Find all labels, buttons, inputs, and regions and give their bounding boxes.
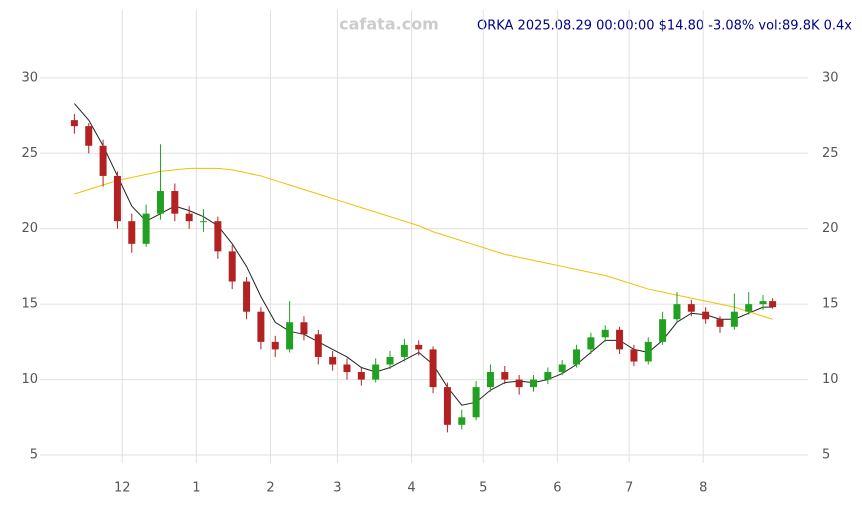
candle-body xyxy=(314,334,322,357)
candle-body xyxy=(730,311,738,327)
candle-body xyxy=(644,341,652,362)
candle-body xyxy=(99,145,107,176)
candle-body xyxy=(228,251,236,282)
candle-body xyxy=(673,304,681,320)
candle-body xyxy=(745,304,753,312)
moving-average-line xyxy=(74,103,773,406)
candle-body xyxy=(142,213,150,244)
candle-body xyxy=(458,417,466,425)
candle-body xyxy=(128,221,136,244)
candle-body xyxy=(769,301,777,308)
y-tick-label-right: 5 xyxy=(822,448,830,463)
candle-body xyxy=(415,344,423,350)
candle-body xyxy=(716,319,724,327)
y-tick-label: 30 xyxy=(21,70,38,85)
candle-body xyxy=(544,372,552,380)
x-tick-label: 1 xyxy=(192,481,200,496)
candle-body xyxy=(529,379,537,388)
candle-body xyxy=(702,311,710,320)
y-tick-label: 10 xyxy=(21,372,38,387)
y-tick-label-right: 30 xyxy=(822,70,839,85)
candle-body xyxy=(687,304,695,312)
candle-body xyxy=(601,329,609,338)
x-tick-label: 3 xyxy=(333,481,341,496)
candle-body xyxy=(659,319,667,342)
candle-body xyxy=(429,349,437,388)
candle-body xyxy=(472,387,480,418)
candle-body xyxy=(214,221,222,252)
candle-body xyxy=(630,349,638,362)
x-tick-label: 8 xyxy=(699,481,707,496)
candle-body xyxy=(443,387,451,425)
candle-body xyxy=(372,364,380,380)
candle-body xyxy=(329,356,337,365)
y-tick-label-right: 10 xyxy=(822,372,839,387)
y-tick-label: 15 xyxy=(21,297,38,312)
candle-body xyxy=(200,221,208,223)
candle-body xyxy=(759,301,767,305)
x-tick-label: 12 xyxy=(114,481,131,496)
candle-body xyxy=(113,175,121,222)
candle-body xyxy=(185,213,193,222)
x-tick-label: 6 xyxy=(553,481,561,496)
chart-title: ORKA 2025.08.29 00:00:00 $14.80 -3.08% v… xyxy=(477,19,852,34)
x-tick-label: 4 xyxy=(407,481,415,496)
candle-body xyxy=(85,126,93,146)
candle-body xyxy=(587,337,595,350)
candle-body xyxy=(70,120,78,127)
moving-average-line xyxy=(74,167,773,320)
candle-body xyxy=(400,344,408,357)
candle-body xyxy=(257,311,265,342)
candle-body xyxy=(558,364,566,373)
watermark: cafata.com xyxy=(339,15,439,34)
y-tick-label-right: 20 xyxy=(822,221,839,236)
candle-body xyxy=(300,322,308,335)
y-tick-label: 25 xyxy=(21,146,38,161)
candle-body xyxy=(343,364,351,373)
x-tick-label: 7 xyxy=(625,481,633,496)
candle-body xyxy=(501,372,509,380)
candle-body xyxy=(357,372,365,380)
candle-body xyxy=(243,281,251,312)
candle-body xyxy=(271,341,279,350)
x-tick-label: 5 xyxy=(479,481,487,496)
candle-body xyxy=(286,322,294,350)
x-tick-label: 2 xyxy=(266,481,274,496)
candle-body xyxy=(386,356,394,365)
candle-body xyxy=(486,372,494,388)
y-tick-label-right: 25 xyxy=(822,146,839,161)
y-tick-label: 20 xyxy=(21,221,38,236)
candle-body xyxy=(573,349,581,365)
candle-body xyxy=(171,191,179,214)
y-tick-label: 5 xyxy=(30,448,38,463)
candle-body xyxy=(616,329,624,350)
candle-body xyxy=(156,191,164,214)
candle-body xyxy=(515,379,523,388)
y-tick-label-right: 15 xyxy=(822,297,839,312)
